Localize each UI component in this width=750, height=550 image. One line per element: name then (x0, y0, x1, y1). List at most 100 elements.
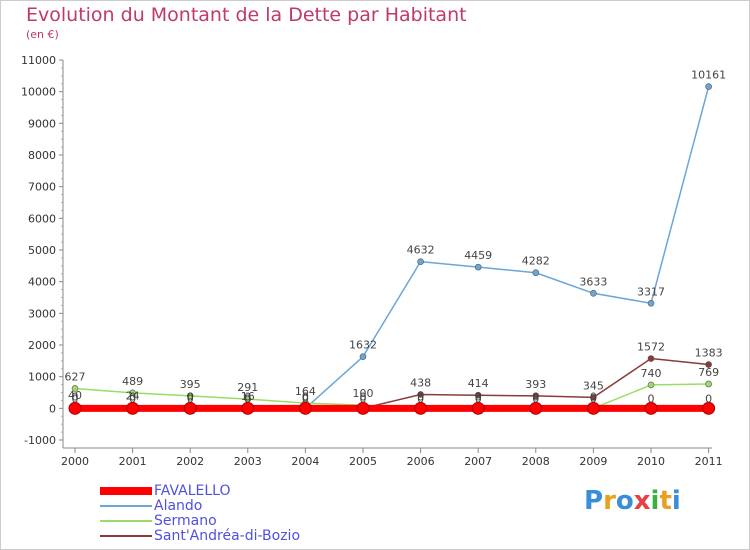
data-label-sant-andr-a-di-bozio: 393 (525, 378, 546, 391)
data-label-alando: 4282 (522, 255, 550, 268)
data-label-sermano: 489 (122, 375, 143, 388)
data-label-alando: 40 (68, 389, 82, 402)
chart-legend: FAVALELLO Alando Sermano Sant'Andréa-di-… (100, 483, 360, 544)
data-label-favalello: 0 (705, 392, 712, 405)
data-label-sermano: 395 (180, 378, 201, 391)
y-tick-label: 7000 (28, 181, 56, 194)
data-point-sermano (705, 380, 712, 388)
y-tick-label: 1000 (28, 371, 56, 384)
legend-swatch-alando (100, 505, 152, 507)
logo-letter: P (584, 486, 604, 516)
data-label-favalello: 0 (244, 392, 251, 405)
logo-letter: x (633, 486, 651, 516)
logo-letter: o (615, 486, 634, 516)
data-point-favalello (471, 401, 485, 415)
y-tick-label: 8000 (28, 149, 56, 162)
data-point-sermano (129, 389, 136, 397)
y-tick-label: 6000 (28, 212, 56, 225)
data-label-alando: 3633 (579, 275, 607, 288)
data-point-sermano (647, 381, 655, 389)
data-point-favalello (702, 401, 716, 415)
chart-title: Evolution du Montant de la Dette par Hab… (26, 4, 467, 26)
data-point-alando (359, 353, 367, 360)
data-label-sermano: 627 (65, 370, 86, 383)
data-label-favalello: 0 (72, 392, 79, 405)
data-label-favalello: 0 (187, 392, 194, 405)
data-point-favalello (126, 401, 140, 415)
data-label-sant-andr-a-di-bozio: 1383 (695, 347, 723, 360)
legend-swatch-sermano (100, 520, 152, 522)
data-label-sant-andr-a-di-bozio: 438 (410, 376, 431, 389)
data-label-sant-andr-a-di-bozio: 0 (360, 390, 367, 403)
data-label-alando: 10161 (691, 69, 726, 82)
data-point-alando (590, 289, 597, 297)
data-label-favalello: 0 (590, 392, 597, 405)
x-tick-label: 2011 (695, 455, 723, 468)
data-label-sermano: 164 (295, 385, 316, 398)
x-tick-label: 2000 (61, 455, 89, 468)
x-tick-label: 2003 (234, 455, 262, 468)
legend-item-alando: Alando (100, 498, 360, 514)
data-label-alando: 0 (302, 390, 309, 403)
logo-letter: t (659, 486, 672, 516)
data-label-alando: 4632 (407, 244, 435, 257)
logo-letter: i (650, 486, 660, 516)
data-point-sant-andr-a-di-bozio (705, 361, 712, 368)
data-point-favalello (586, 401, 600, 415)
y-tick-label: 4000 (28, 276, 56, 289)
x-tick-label: 2004 (291, 455, 319, 468)
x-tick-label: 2005 (349, 455, 377, 468)
data-label-favalello: 0 (360, 392, 367, 405)
data-label-sant-andr-a-di-bozio: 0 (72, 390, 79, 403)
data-point-sant-andr-a-di-bozio (647, 355, 655, 362)
data-label-sermano: 100 (353, 387, 374, 400)
data-point-favalello (68, 401, 82, 415)
data-label-sant-andr-a-di-bozio: 345 (583, 379, 604, 392)
data-point-sant-andr-a-di-bozio (532, 392, 540, 400)
data-label-sermano: 0 (475, 390, 482, 403)
legend-item-sermano: Sermano (100, 513, 360, 529)
line-chart: -100001000200030004000500060007000800090… (21, 54, 726, 468)
data-label-sermano: 0 (532, 390, 539, 403)
data-point-favalello (414, 401, 428, 415)
x-tick-label: 2009 (579, 455, 607, 468)
x-tick-label: 2002 (176, 455, 204, 468)
data-label-sant-andr-a-di-bozio: 16 (241, 390, 255, 403)
legend-swatch-favalello (100, 487, 152, 495)
x-tick-label: 2006 (407, 455, 435, 468)
x-tick-label: 2010 (637, 455, 665, 468)
data-label-sant-andr-a-di-bozio: 1572 (637, 341, 665, 354)
chart-unit-subtitle: (en €) (26, 28, 59, 41)
legend-label-alando: Alando (154, 498, 203, 514)
data-point-favalello (356, 401, 370, 415)
logo-letter: r (603, 486, 616, 516)
data-label-sant-andr-a-di-bozio: 414 (468, 377, 489, 390)
data-point-alando (532, 269, 540, 277)
data-point-alando (705, 83, 712, 90)
data-point-alando (647, 299, 655, 307)
data-label-alando: 1632 (349, 339, 377, 352)
data-point-favalello (241, 401, 255, 415)
data-point-favalello (298, 401, 312, 415)
data-point-alando (417, 258, 424, 265)
data-point-sant-andr-a-di-bozio (417, 391, 424, 398)
data-label-sant-andr-a-di-bozio: 0 (302, 390, 309, 403)
data-label-alando: 4459 (464, 249, 492, 262)
y-tick-label: 0 (49, 402, 56, 415)
data-label-favalello: 0 (648, 392, 655, 405)
data-label-sermano: 769 (698, 366, 719, 379)
data-label-alando: 0 (244, 390, 251, 403)
legend-label-favalello: FAVALELLO (154, 483, 231, 499)
x-tick-label: 2001 (119, 455, 147, 468)
data-point-favalello (183, 401, 197, 415)
data-point-favalello (644, 401, 658, 415)
data-label-favalello: 0 (532, 392, 539, 405)
data-label-favalello: 0 (302, 392, 309, 405)
data-label-favalello: 0 (417, 392, 424, 405)
data-label-favalello: 0 (475, 392, 482, 405)
y-tick-label: 10000 (21, 86, 56, 99)
series-line-sermano (74, 383, 709, 410)
data-point-sant-andr-a-di-bozio (474, 391, 482, 399)
series-line-alando (74, 86, 710, 410)
